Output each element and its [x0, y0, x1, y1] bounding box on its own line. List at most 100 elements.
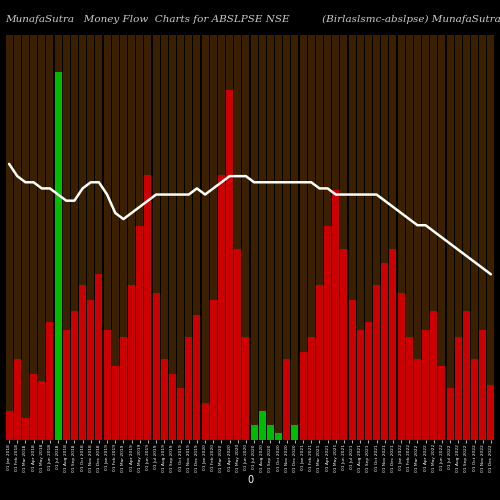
Bar — [186, 337, 192, 440]
Bar — [88, 300, 94, 440]
Bar — [438, 366, 446, 440]
Bar — [104, 330, 110, 440]
Bar — [292, 426, 298, 440]
Bar — [463, 311, 470, 440]
Bar — [46, 35, 54, 440]
Bar — [406, 337, 412, 440]
Bar — [54, 72, 62, 440]
Bar — [390, 35, 396, 440]
Bar — [169, 374, 176, 440]
Bar — [169, 35, 176, 440]
Bar — [22, 35, 29, 440]
Bar — [422, 330, 429, 440]
Bar — [120, 337, 127, 440]
Bar — [382, 264, 388, 440]
Bar — [38, 35, 45, 440]
Bar — [112, 35, 118, 440]
Bar — [112, 366, 118, 440]
Bar — [373, 286, 380, 440]
Bar — [136, 226, 143, 440]
Bar — [104, 35, 110, 440]
Bar — [71, 35, 78, 440]
Bar — [226, 90, 233, 440]
Bar — [6, 410, 12, 440]
Bar — [471, 359, 478, 440]
Bar — [348, 35, 356, 440]
Bar — [38, 381, 45, 440]
Bar — [446, 388, 454, 440]
Bar — [63, 35, 70, 440]
Bar — [96, 35, 102, 440]
Bar — [365, 322, 372, 440]
Bar — [365, 35, 372, 440]
Bar — [79, 286, 86, 440]
Bar — [218, 35, 225, 440]
Bar — [446, 35, 454, 440]
Bar — [136, 35, 143, 440]
Bar — [250, 426, 258, 440]
Bar — [332, 190, 339, 440]
Bar — [144, 175, 152, 440]
Bar — [202, 35, 208, 440]
Bar — [284, 35, 290, 440]
Bar — [218, 175, 225, 440]
Bar — [348, 300, 356, 440]
Bar — [177, 388, 184, 440]
Bar — [455, 337, 462, 440]
Bar — [30, 374, 37, 440]
Bar — [242, 35, 250, 440]
Bar — [340, 248, 347, 440]
Bar — [63, 330, 70, 440]
Bar — [6, 35, 12, 440]
Bar — [488, 35, 494, 440]
Bar — [234, 35, 241, 440]
Bar — [194, 35, 200, 440]
Bar — [357, 330, 364, 440]
Bar — [120, 35, 127, 440]
Bar — [259, 410, 266, 440]
Bar — [79, 35, 86, 440]
Bar — [480, 35, 486, 440]
Text: MunafaSutra   Money Flow  Charts for ABSLPSE NSE          (Birlaslsmc-abslpse) M: MunafaSutra Money Flow Charts for ABSLPS… — [5, 15, 500, 24]
Bar — [357, 35, 364, 440]
Bar — [455, 35, 462, 440]
Bar — [300, 35, 306, 440]
Bar — [30, 35, 37, 440]
Bar — [210, 300, 216, 440]
Bar — [300, 352, 306, 440]
Bar — [88, 35, 94, 440]
Bar — [152, 292, 160, 440]
Bar — [161, 359, 168, 440]
Bar — [373, 35, 380, 440]
Bar — [22, 418, 29, 440]
Bar — [14, 35, 20, 440]
Bar — [144, 35, 152, 440]
Bar — [194, 315, 200, 440]
Bar — [128, 286, 135, 440]
Bar — [234, 248, 241, 440]
Bar — [152, 35, 160, 440]
Bar — [267, 35, 274, 440]
Bar — [324, 35, 331, 440]
Bar — [128, 35, 135, 440]
Bar — [161, 35, 168, 440]
Bar — [275, 35, 282, 440]
Bar — [488, 385, 494, 440]
Bar — [398, 35, 404, 440]
Bar — [46, 322, 54, 440]
Bar — [324, 226, 331, 440]
Bar — [242, 337, 250, 440]
Bar — [340, 35, 347, 440]
Bar — [96, 274, 102, 440]
Bar — [226, 35, 233, 440]
Bar — [430, 311, 437, 440]
Bar — [210, 35, 216, 440]
Bar — [308, 337, 314, 440]
Bar — [275, 432, 282, 440]
Bar — [14, 359, 20, 440]
Bar — [71, 311, 78, 440]
Bar — [316, 286, 323, 440]
Bar — [406, 35, 412, 440]
Bar — [177, 35, 184, 440]
Bar — [250, 35, 258, 440]
